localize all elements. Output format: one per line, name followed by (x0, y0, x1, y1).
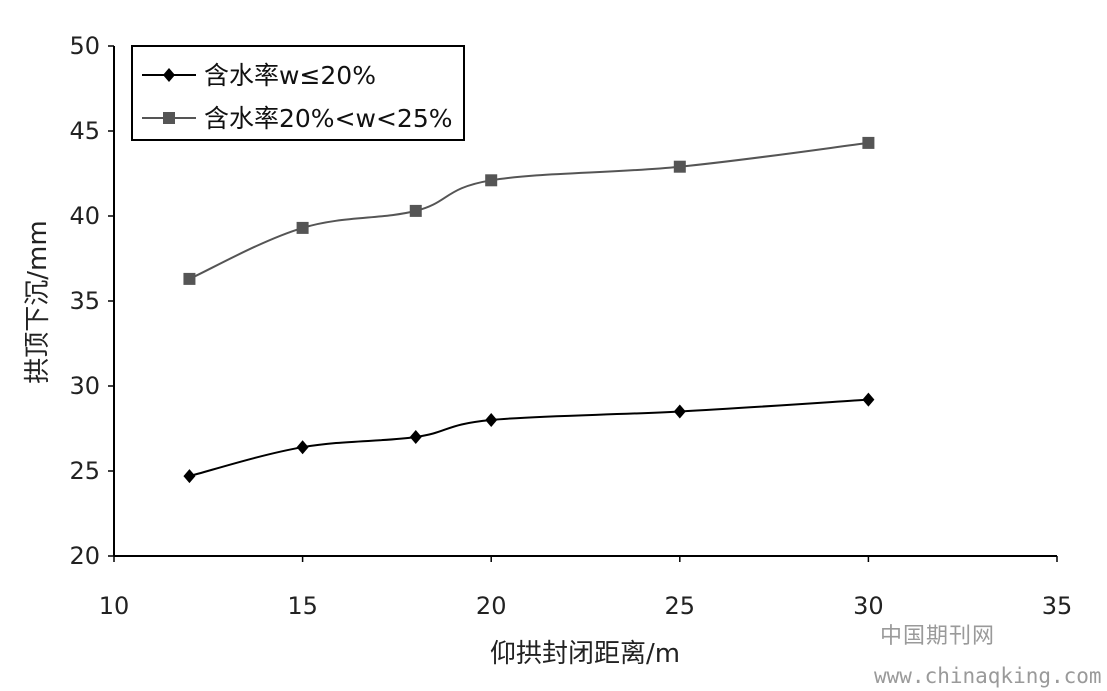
data-point (862, 392, 875, 407)
data-point (409, 430, 422, 444)
data-point (183, 469, 196, 484)
y-tick-label: 30 (69, 372, 100, 400)
legend-box (131, 45, 465, 141)
y-tick-label: 20 (69, 542, 100, 570)
data-point (673, 160, 686, 173)
axes (108, 45, 1058, 562)
data-point (183, 272, 196, 285)
y-tick-label: 45 (69, 117, 100, 145)
series-layer (183, 136, 875, 484)
series-2 (183, 136, 875, 285)
y-tick-label: 25 (69, 457, 100, 485)
data-point (485, 413, 498, 427)
series-1 (183, 392, 875, 484)
watermark-site-name: 中国期刊网 (880, 624, 996, 649)
data-point (862, 136, 875, 149)
legend-marker (163, 68, 175, 82)
y-tick-label: 35 (69, 287, 100, 315)
series-line (189, 398, 869, 478)
data-point (673, 404, 686, 419)
x-tick-label: 20 (476, 592, 507, 620)
legend-label: 含水率20%<w<25% (204, 104, 452, 133)
y-axis-title: 拱顶下沉/mm (23, 220, 53, 383)
y-tick-label: 40 (69, 202, 100, 230)
legend-marker (163, 112, 175, 124)
x-tick-label: 25 (665, 592, 696, 620)
y-tick-label: 50 (69, 32, 100, 60)
legend-label: 含水率w≤20% (204, 61, 376, 90)
x-tick-label: 15 (287, 592, 318, 620)
data-point (296, 440, 309, 455)
x-tick-label: 10 (99, 592, 130, 620)
data-point (485, 174, 498, 187)
data-point (296, 221, 309, 234)
x-axis-title: 仰拱封闭距离/m (490, 639, 680, 669)
data-point (409, 204, 422, 217)
x-tick-label: 35 (1042, 592, 1073, 620)
watermark-url: www.chinaqking.com (874, 664, 1102, 688)
legend: 含水率w≤20% 含水率20%<w<25% (131, 45, 465, 141)
series-line (189, 141, 869, 280)
x-tick-label: 30 (853, 592, 884, 620)
tick-labels: 20 25 30 35 40 45 50 10 15 20 25 30 35 (69, 32, 1072, 620)
